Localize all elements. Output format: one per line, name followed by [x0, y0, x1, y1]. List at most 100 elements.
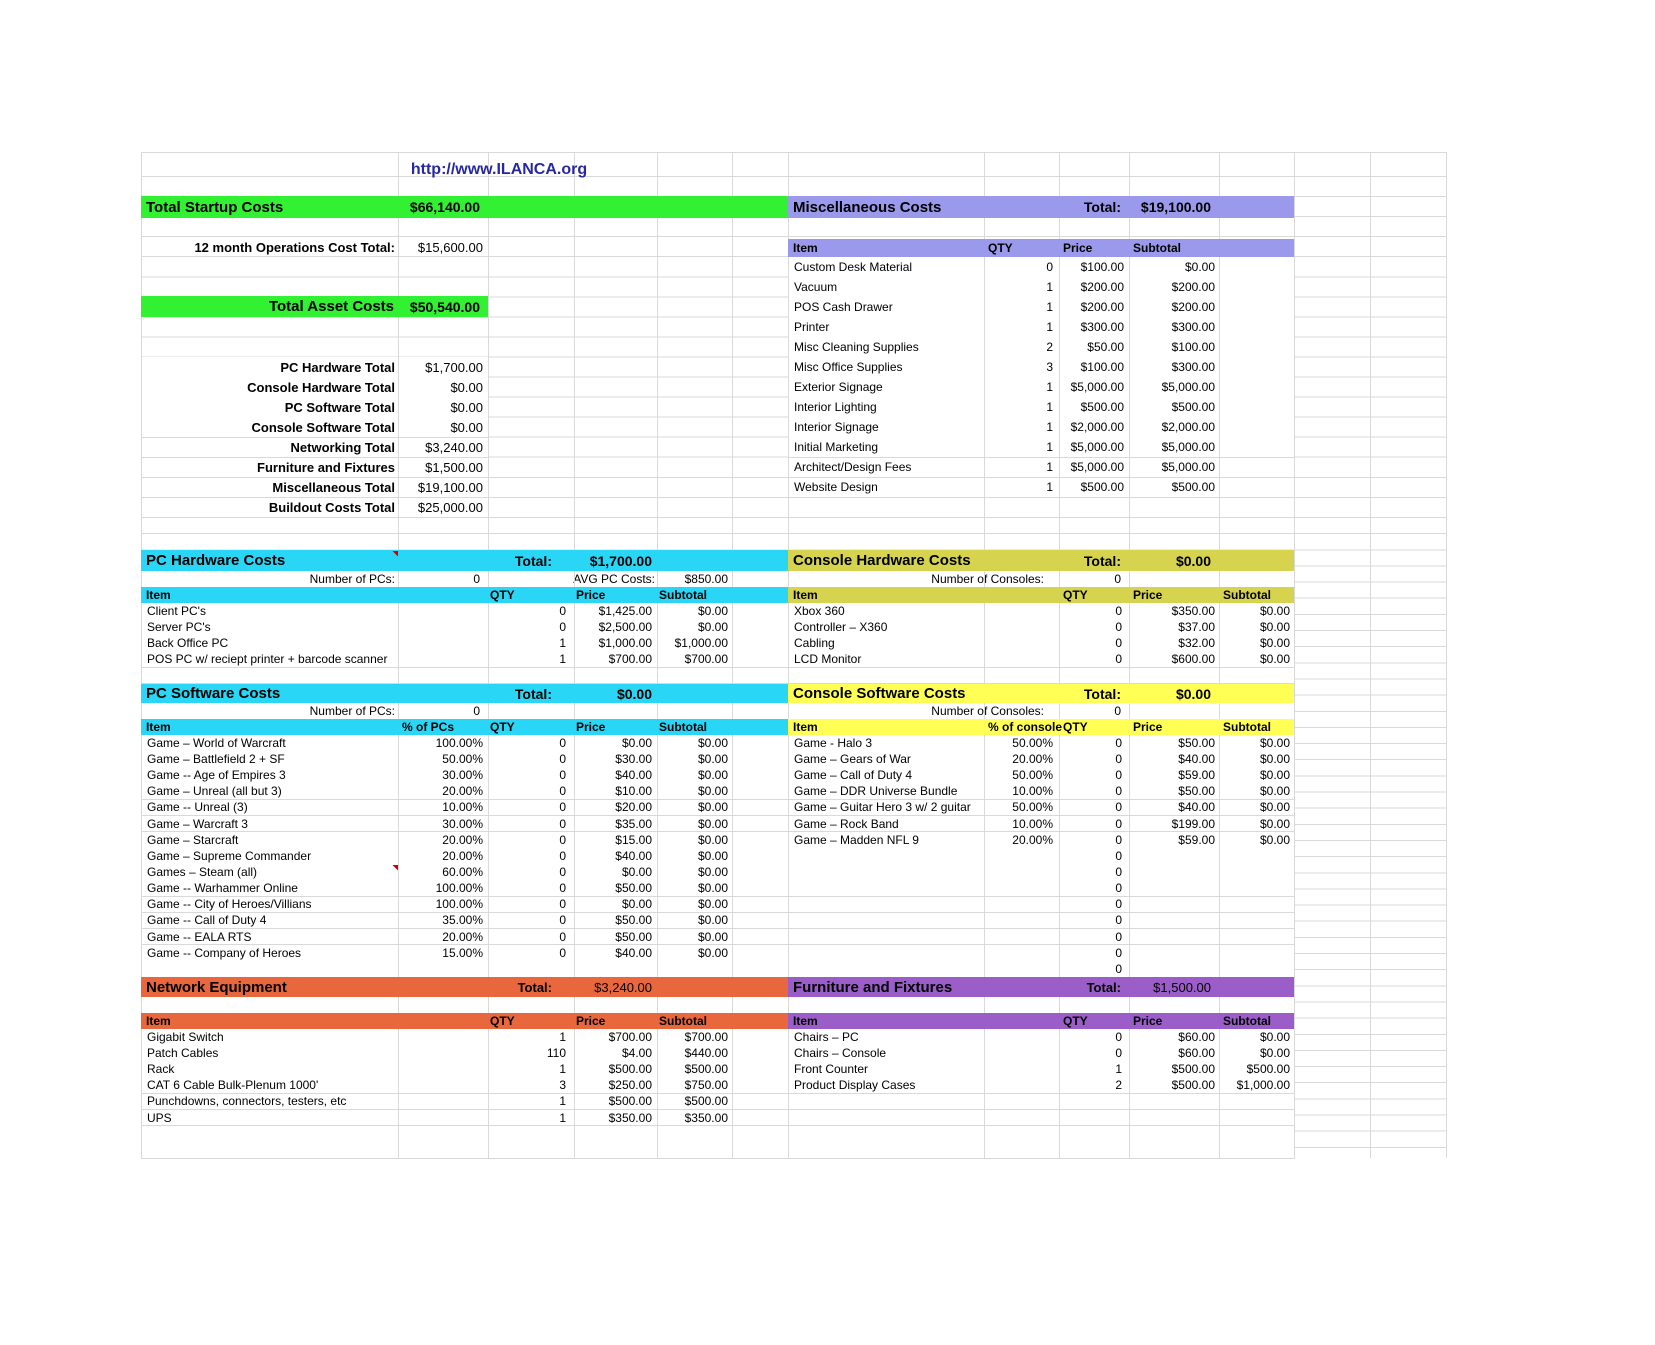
subtotal-cell[interactable]: $0.00: [1220, 1029, 1295, 1046]
qty-cell[interactable]: 0: [1060, 1029, 1130, 1046]
item-cell[interactable]: Xbox 360: [789, 603, 985, 620]
item-cell[interactable]: Controller – X360: [789, 619, 985, 636]
subtotal-cell[interactable]: $700.00: [658, 651, 733, 669]
price-cell[interactable]: $10.00: [575, 783, 658, 801]
subtotal-cell[interactable]: $5,000.00: [1130, 437, 1220, 458]
price-cell[interactable]: $60.00: [1130, 1029, 1220, 1046]
price-cell[interactable]: $59.00: [1130, 831, 1220, 849]
item-cell[interactable]: Game – Warcraft 3: [142, 815, 399, 833]
price-cell[interactable]: $500.00: [1060, 397, 1130, 418]
subtotal-cell[interactable]: $200.00: [1130, 277, 1220, 298]
price-cell[interactable]: $350.00: [1130, 603, 1220, 620]
item-cell[interactable]: [789, 944, 985, 962]
num-label-cell[interactable]: Number of Consoles:: [789, 571, 1060, 588]
subtotal-cell[interactable]: $0.00: [658, 912, 733, 930]
subtotal-cell[interactable]: [1220, 997, 1295, 1014]
subtotal-cell[interactable]: $700.00: [658, 1029, 733, 1046]
empty-cell[interactable]: [733, 815, 789, 833]
empty-cell[interactable]: [1220, 571, 1295, 588]
empty-cell[interactable]: [733, 651, 789, 669]
subtotal-cell[interactable]: $1,000.00: [658, 635, 733, 652]
pct-cell[interactable]: 20.00%: [399, 928, 489, 946]
item-cell[interactable]: Game -- City of Heroes/Villians: [142, 896, 399, 914]
subtotal-cell[interactable]: $0.00: [658, 619, 733, 636]
qty-cell[interactable]: 0: [1060, 896, 1130, 914]
item-cell[interactable]: Printer: [789, 317, 985, 338]
empty-cell[interactable]: [1220, 277, 1295, 298]
item-cell[interactable]: Game - Halo 3: [789, 735, 985, 752]
num-value-cell[interactable]: 0: [399, 571, 489, 588]
pct-cell[interactable]: [399, 651, 489, 669]
qty-cell[interactable]: 0: [489, 831, 575, 849]
item-cell[interactable]: [789, 896, 985, 914]
pct-cell[interactable]: [399, 619, 489, 636]
subtotal-cell[interactable]: $200.00: [1130, 297, 1220, 318]
pct-cell[interactable]: [985, 651, 1060, 669]
item-cell[interactable]: POS Cash Drawer: [789, 297, 985, 318]
pct-cell[interactable]: [985, 1045, 1060, 1062]
pct-cell[interactable]: [985, 961, 1060, 978]
total-value-cell[interactable]: $25,000.00: [399, 497, 489, 519]
price-cell[interactable]: [1130, 1142, 1220, 1159]
subtotal-cell[interactable]: $0.00: [658, 896, 733, 914]
item-cell[interactable]: Game -- Company of Heroes: [142, 944, 399, 962]
price-cell[interactable]: $300.00: [1060, 317, 1130, 338]
empty-cell[interactable]: [1220, 457, 1295, 479]
price-cell[interactable]: $5,000.00: [1060, 457, 1130, 479]
qty-cell[interactable]: 1: [489, 1109, 575, 1127]
item-cell[interactable]: Cabling: [789, 635, 985, 652]
price-cell[interactable]: [1130, 997, 1220, 1014]
item-cell[interactable]: Game – Battlefield 2 + SF: [142, 751, 399, 768]
total-value-cell[interactable]: $1,700.00: [399, 357, 489, 378]
item-cell[interactable]: [789, 1125, 985, 1143]
item-cell[interactable]: Exterior Signage: [789, 377, 985, 398]
empty-cell[interactable]: [733, 751, 789, 768]
empty-cell[interactable]: [733, 635, 789, 652]
empty-cell[interactable]: [733, 1093, 789, 1111]
num-label-cell[interactable]: Number of PCs:: [142, 571, 399, 588]
subtotal-cell[interactable]: [658, 667, 733, 685]
item-cell[interactable]: Chairs – Console: [789, 1045, 985, 1062]
pct-cell[interactable]: [985, 619, 1060, 636]
price-cell[interactable]: $50.00: [1060, 337, 1130, 358]
empty-cell[interactable]: [733, 997, 789, 1014]
empty-cell[interactable]: [489, 703, 575, 720]
subtotal-cell[interactable]: $5,000.00: [1130, 377, 1220, 398]
qty-cell[interactable]: 0: [489, 815, 575, 833]
subtotal-cell[interactable]: [1220, 1109, 1295, 1127]
qty-cell[interactable]: 0: [985, 257, 1060, 278]
item-cell[interactable]: Game – Supreme Commander: [142, 848, 399, 865]
item-cell[interactable]: Interior Lighting: [789, 397, 985, 418]
price-cell[interactable]: $200.00: [1060, 277, 1130, 298]
item-cell[interactable]: Misc Office Supplies: [789, 357, 985, 378]
qty-cell[interactable]: 1: [985, 457, 1060, 479]
price-cell[interactable]: $0.00: [575, 735, 658, 752]
pct-cell[interactable]: [399, 961, 489, 978]
pct-cell[interactable]: [399, 997, 489, 1014]
empty-cell[interactable]: [733, 896, 789, 914]
subtotal-cell[interactable]: $750.00: [658, 1077, 733, 1095]
qty-cell[interactable]: 0: [1060, 944, 1130, 962]
pct-cell[interactable]: 60.00%: [399, 864, 489, 881]
avg-label-cell[interactable]: [575, 703, 658, 720]
ops-label-cell[interactable]: 12 month Operations Cost Total:: [142, 239, 399, 257]
price-cell[interactable]: $500.00: [1060, 477, 1130, 499]
empty-cell[interactable]: [1220, 437, 1295, 458]
qty-cell[interactable]: 1: [985, 277, 1060, 298]
price-cell[interactable]: [1130, 1093, 1220, 1111]
qty-cell[interactable]: 0: [489, 848, 575, 865]
pct-cell[interactable]: [399, 1142, 489, 1159]
empty-cell[interactable]: [733, 1109, 789, 1127]
empty-cell[interactable]: [1220, 337, 1295, 358]
subtotal-cell[interactable]: $350.00: [658, 1109, 733, 1127]
price-cell[interactable]: [1130, 944, 1220, 962]
qty-cell[interactable]: 0: [489, 603, 575, 620]
pct-cell[interactable]: [985, 896, 1060, 914]
pct-cell[interactable]: [985, 1142, 1060, 1159]
qty-cell[interactable]: 0: [1060, 848, 1130, 865]
price-cell[interactable]: [575, 1142, 658, 1159]
subtotal-cell[interactable]: $0.00: [658, 767, 733, 784]
item-cell[interactable]: Game – World of Warcraft: [142, 735, 399, 752]
qty-cell[interactable]: 1: [985, 417, 1060, 438]
qty-cell[interactable]: 1: [489, 1093, 575, 1111]
